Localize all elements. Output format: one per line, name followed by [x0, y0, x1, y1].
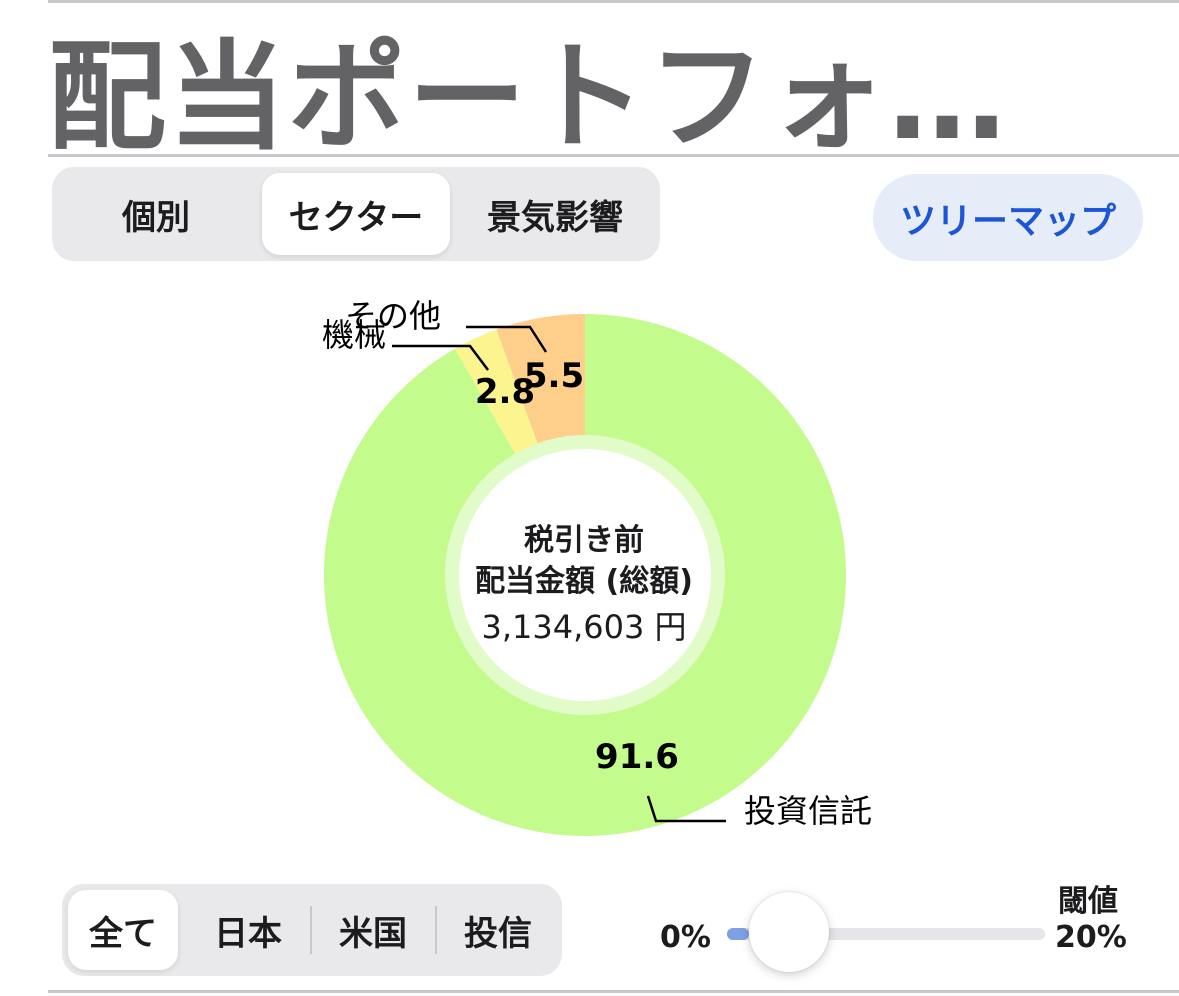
threshold-min-label: 0% — [660, 920, 711, 955]
tab-individual[interactable]: 個別 — [122, 197, 190, 238]
region-tab-investment-trust[interactable]: 投信 — [464, 913, 532, 954]
value-label-other: 5.5 — [524, 356, 584, 396]
leader-line-investment-trust — [646, 795, 726, 823]
center-amount: 3,134,603 円 — [481, 608, 687, 646]
view-segmented-control: 個別 セクター 景気影響 — [52, 167, 660, 261]
segment-divider — [435, 906, 437, 954]
region-tab-all[interactable]: 全て — [68, 890, 178, 970]
donut-hole — [459, 449, 711, 701]
threshold-slider-thumb[interactable] — [749, 892, 829, 972]
category-label-machinery: 機械 — [322, 316, 386, 354]
region-tab-us[interactable]: 米国 — [339, 913, 407, 954]
leader-line-machinery — [392, 344, 489, 371]
tab-economic-impact[interactable]: 景気影響 — [487, 197, 623, 238]
leader-line-other — [466, 325, 548, 353]
bottom-divider — [48, 990, 1179, 993]
category-label-investment-trust: 投資信託 — [744, 792, 872, 830]
page-title: 配当ポートフォ… — [48, 28, 1009, 166]
region-segmented-control: 全て 日本 米国 投信 — [62, 884, 562, 976]
category-label-other: その他 — [345, 297, 441, 335]
threshold-max-label: 20% — [1055, 920, 1127, 955]
header-divider — [48, 154, 1179, 157]
segment-divider — [310, 906, 312, 954]
treemap-button[interactable]: ツリーマップ — [873, 174, 1143, 261]
tab-sector[interactable]: セクター — [262, 173, 450, 255]
top-divider — [48, 0, 1179, 3]
threshold-slider-fill — [727, 928, 749, 940]
center-label-total-dividend: 配当金額 (総額) — [475, 564, 693, 599]
region-tab-japan[interactable]: 日本 — [214, 913, 282, 954]
center-label-pretax: 税引き前 — [524, 523, 644, 558]
value-label-investment-trust: 91.6 — [595, 737, 679, 777]
value-label-machinery: 2.8 — [475, 372, 535, 412]
threshold-label: 閾値 — [1058, 884, 1118, 919]
